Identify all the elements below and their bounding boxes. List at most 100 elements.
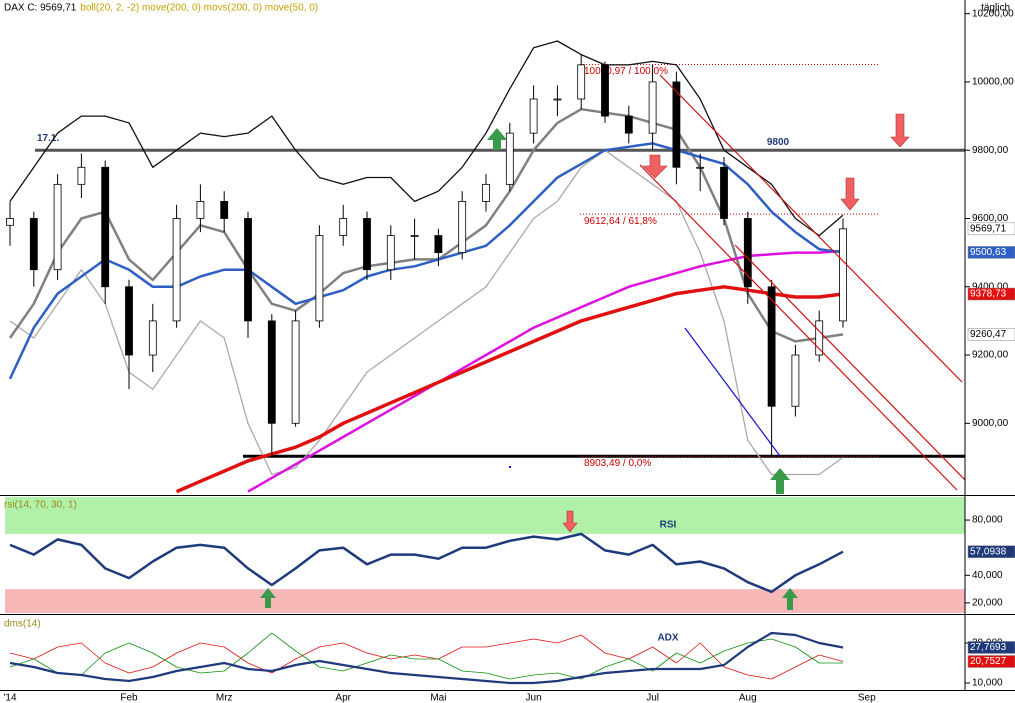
candle-body [482,183,490,202]
candle-body [172,218,181,322]
y-tick-label: 80,000 [972,515,1003,526]
marker [509,466,511,468]
panel-subtitle: boll(20, 2, -2) move(200, 0) movs(200, 0… [80,3,318,14]
channel-line [734,244,965,481]
candle-body [386,235,395,271]
candle-body [672,81,681,168]
series-line [247,249,844,493]
candle-body [624,115,633,134]
last-value-label: 9260,47 [970,329,1007,340]
last-value-label: 9378,73 [970,289,1007,300]
series-line [9,631,844,685]
candle-body [339,218,348,236]
candle-body [148,320,157,356]
candle-body [839,228,847,322]
panel [5,497,965,613]
candle-body [244,218,252,322]
candle-body [601,64,609,117]
last-value-label: 57,0938 [970,546,1007,557]
candle-body [577,64,586,100]
level-label: 9800 [767,137,790,148]
x-tick-label: Mrz [216,693,233,703]
y-tick-label: 10,000 [972,678,1003,689]
x-tick-label: Apr [335,693,351,703]
candle-body [220,201,229,219]
fib-label: 9612,64 / 61,8% [584,216,657,227]
candle-body [648,81,657,134]
last-value-label: 27,7693 [970,642,1007,653]
candle-body [458,201,467,254]
band [5,497,965,534]
y-tick-label: 20,000 [972,598,1003,609]
candle-body [505,132,514,185]
y-tick-label: 9000,00 [972,418,1009,429]
band [5,589,965,613]
candle-body [291,320,300,424]
series-line [8,142,844,380]
candle-body [53,183,62,271]
candle-body [553,98,562,101]
candle-body [267,320,276,424]
trend-line [684,327,781,457]
candle-body [434,235,443,254]
x-tick-label: Jul [646,693,659,703]
y-tick-label: 10200,00 [972,8,1014,19]
y-tick-label: 9400,00 [972,281,1009,292]
last-value-box [967,641,1015,654]
last-value-label: 20,7527 [970,656,1007,667]
candle-body [743,218,752,288]
series-line [9,532,844,594]
series-line [175,285,844,494]
panel-title: DAX C: 9569,71 [4,3,77,14]
candle-body [315,235,324,322]
candle-body [815,320,824,356]
last-value-box [967,222,1015,236]
last-value-box [967,328,1015,341]
candle-body [196,201,205,219]
fib-label: 8903,49 / 0,0% [584,458,651,469]
last-value-box [967,287,1015,301]
series-line [8,107,844,343]
candle-body [6,218,14,226]
series-line [9,634,844,680]
candle-body [101,166,110,288]
series-line [9,40,844,237]
panel-title: rsi(14, 70, 30, 1) [4,500,77,511]
y-tick-label: 9200,00 [972,350,1009,361]
x-tick-label: Feb [120,693,138,703]
series-line [9,149,844,476]
y-tick-label: 9600,00 [972,213,1009,224]
y-tick-label: 9800,00 [972,145,1009,156]
candle-body [767,286,776,407]
period-label: täglich [981,3,1010,14]
x-tick-label: '14 [3,693,16,703]
x-tick-label: Jun [526,693,542,703]
last-value-box [967,655,1015,668]
channel-line [639,164,958,491]
candle-body [363,218,371,271]
last-value-label: 9569,71 [970,223,1007,234]
channel-line [659,74,963,383]
last-value-box [967,246,1015,259]
candle-body [696,166,705,169]
candle-body [720,166,728,219]
arrows-down [642,113,910,211]
panel [9,631,844,685]
x-tick-label: Mai [430,693,446,703]
x-tick-label: Aug [739,693,757,703]
annotations [487,74,965,494]
fib-label: 10050,97 / 100,0% [584,66,668,77]
last-value-label: 9500,63 [970,247,1007,258]
panel-label: RSI [660,520,677,531]
last-value-box [967,545,1015,558]
candle-body [791,354,800,407]
y-tick-label: 40,000 [972,570,1003,581]
arrows-up [487,128,790,494]
x-tick-label: Sep [858,693,876,703]
candle-body [125,286,133,356]
panel: 17.1. 9800 10050,97 / 100,0% 9612,64 / 61,8… [6,40,965,494]
candle-body [29,218,38,271]
